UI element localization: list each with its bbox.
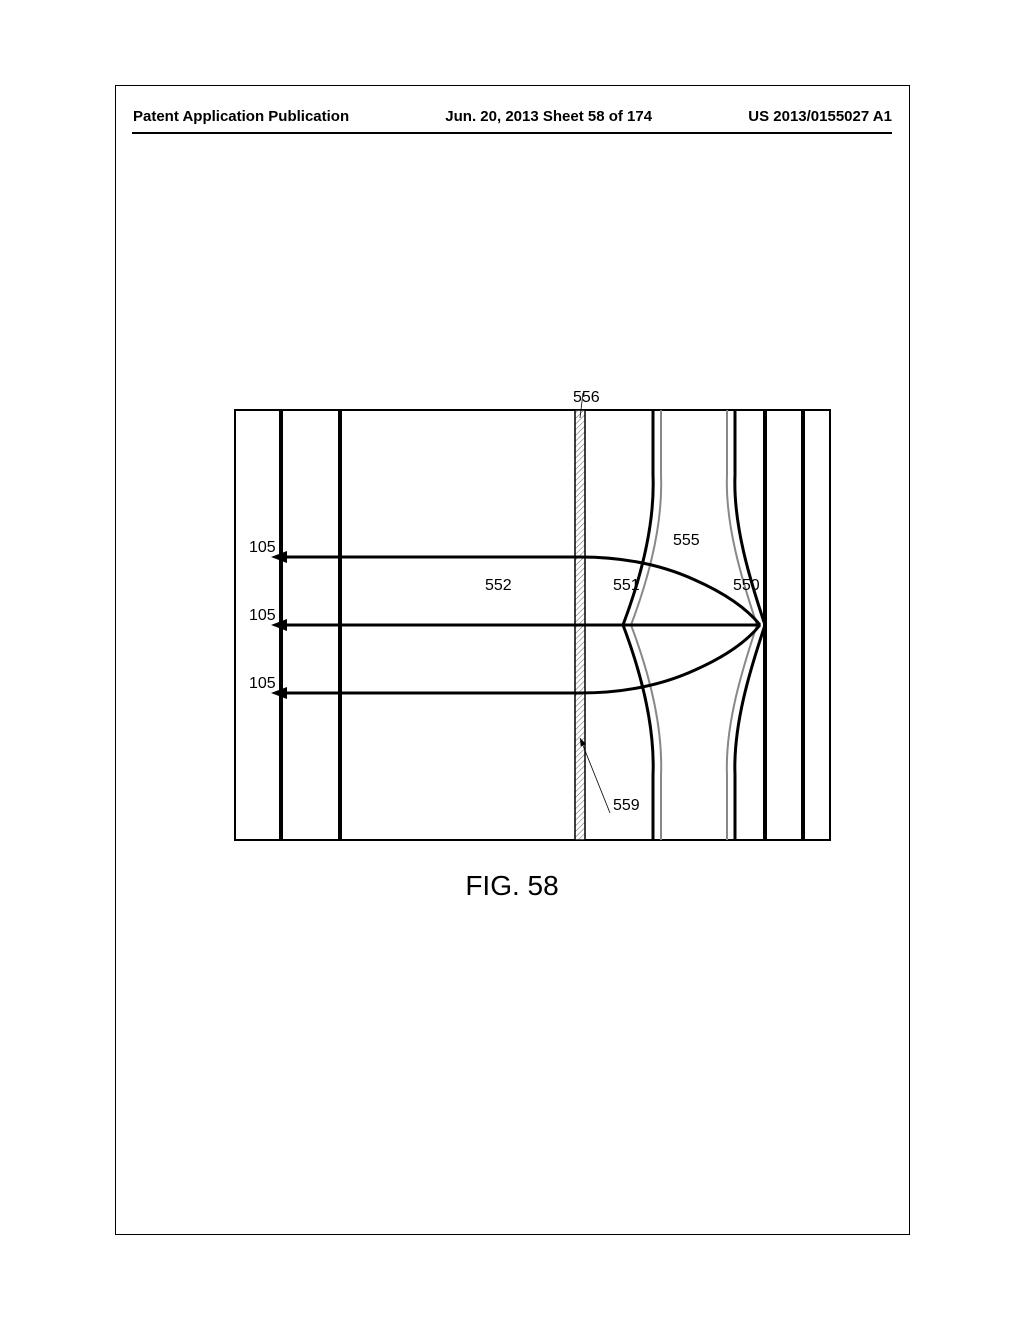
- figure-58: 556 105 105 105 552 551 555 550 559: [195, 380, 835, 850]
- header-rule: [132, 132, 892, 134]
- header-center: Jun. 20, 2013 Sheet 58 of 174: [445, 108, 652, 125]
- header-left: Patent Application Publication: [133, 108, 349, 125]
- page-header: Patent Application Publication Jun. 20, …: [115, 108, 910, 125]
- svg-text:556: 556: [573, 389, 600, 406]
- svg-text:559: 559: [613, 797, 640, 814]
- svg-text:105: 105: [249, 607, 276, 624]
- svg-text:551: 551: [613, 577, 640, 594]
- header-right: US 2013/0155027 A1: [748, 108, 892, 125]
- svg-text:552: 552: [485, 577, 512, 594]
- svg-text:105: 105: [249, 675, 276, 692]
- figure-svg: 556 105 105 105 552 551 555 550 559: [195, 380, 835, 850]
- svg-text:550: 550: [733, 577, 760, 594]
- svg-text:555: 555: [673, 532, 700, 549]
- figure-caption: FIG. 58: [0, 870, 1024, 902]
- svg-text:105: 105: [249, 539, 276, 556]
